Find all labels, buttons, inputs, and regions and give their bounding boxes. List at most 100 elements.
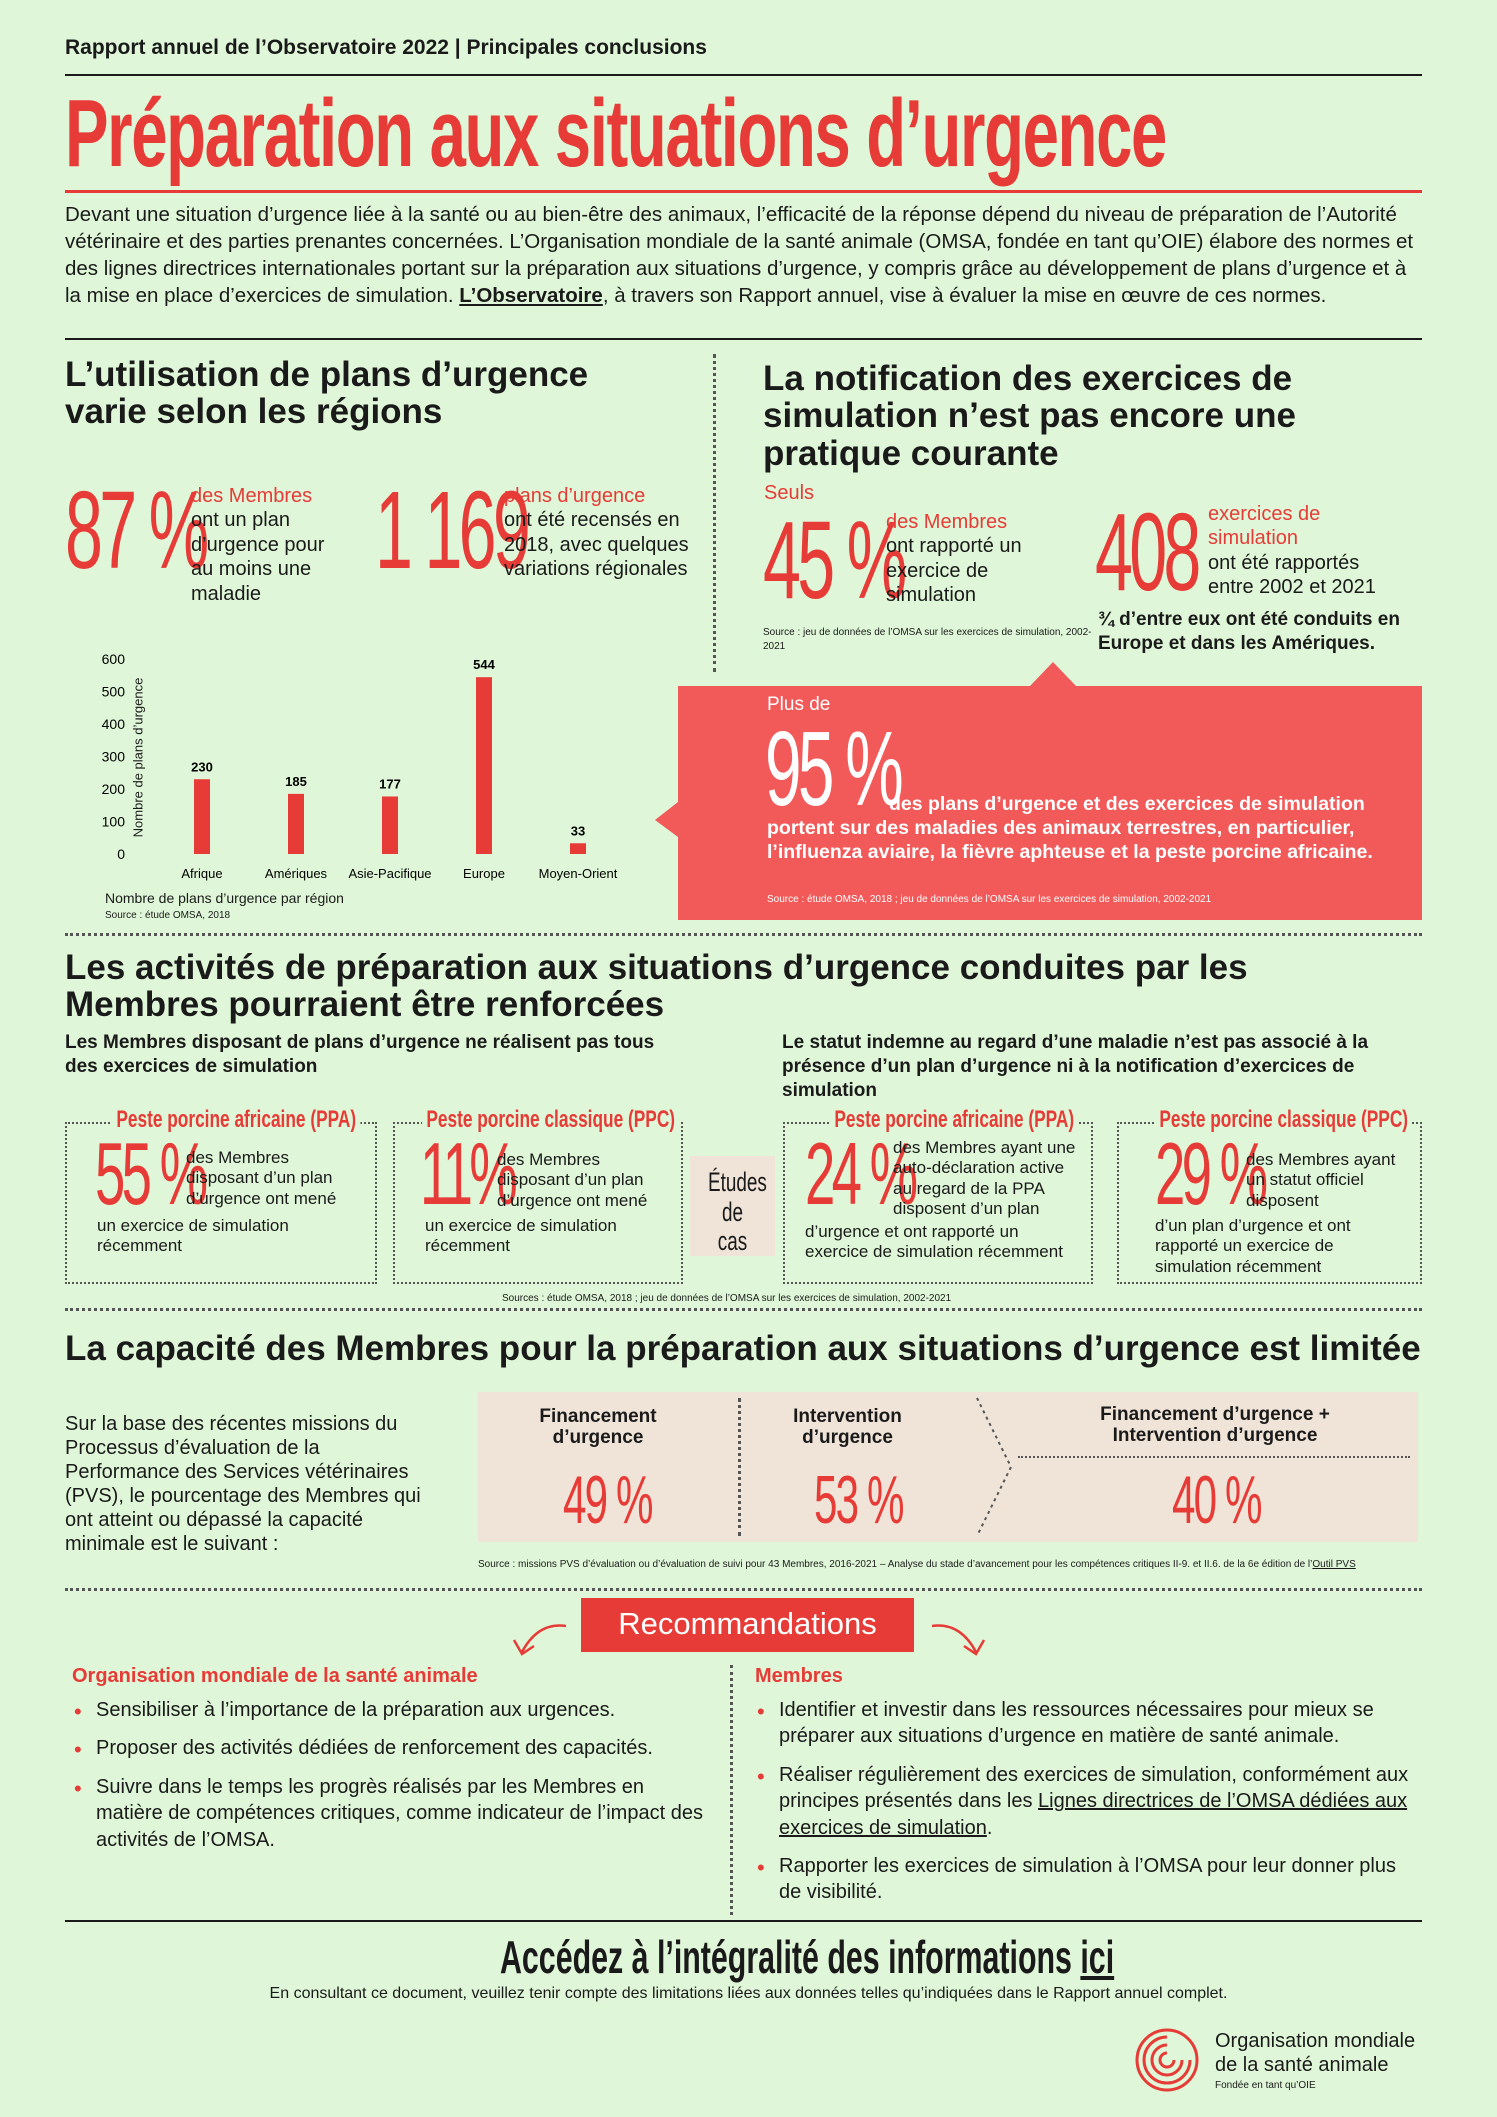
x-category-label: Europe xyxy=(463,866,505,881)
bar xyxy=(476,677,492,854)
bar-data-label: 230 xyxy=(191,759,213,774)
case-value-4: 29 % xyxy=(1155,1124,1268,1223)
rec-divider xyxy=(730,1665,733,1915)
stat-45-value: 45 % xyxy=(763,499,907,622)
rec-left-list: Sensibiliser à l’importance de la prépar… xyxy=(72,1697,712,1865)
case-text-a-1: des Membres disposant d’un plan d’urgenc… xyxy=(186,1148,337,1208)
stat-408-red: exercices de simulation xyxy=(1208,503,1321,550)
stat-408-note: ¾ d’entre eux ont été conduits en Europe… xyxy=(1098,609,1400,655)
section3-right-subtitle: Le statut indemne au regard d’une maladi… xyxy=(782,1032,1369,1101)
case-text-a-4: des Membres ayant un statut officiel dis… xyxy=(1246,1150,1396,1210)
section3-left-subtitle: Les Membres disposant de plans d’urgence… xyxy=(65,1032,655,1077)
panel-divider xyxy=(738,1398,741,1536)
chart-source: Source : étude OMSA, 2018 xyxy=(105,910,231,921)
section4-source: Source : missions PVS d’évaluation ou d’… xyxy=(478,1559,1356,1570)
x-category-label: Moyen-Orient xyxy=(539,866,618,881)
outil-pvs-link[interactable]: Outil PVS xyxy=(1312,1559,1356,1570)
arrow-left-icon xyxy=(512,1624,567,1656)
bar xyxy=(288,793,304,854)
case-value-2: 11% xyxy=(420,1124,518,1223)
capacity-label-2: Intervention d’urgence xyxy=(793,1406,902,1449)
case-study-label: Études de cas xyxy=(708,1167,767,1257)
stat-87-value: 87 % xyxy=(65,469,209,592)
observatoire-link[interactable]: L’Observatoire xyxy=(459,283,603,307)
case-text-a-2: des Membres disposant d’un plan d’urgenc… xyxy=(497,1150,648,1210)
regional-bar-chart: 0 100 200 300 400 500 600 230 Afrique 185 Amérique… xyxy=(102,651,618,881)
logo-text-2: de la santé animale xyxy=(1215,2054,1389,2076)
intro-text-end: , à travers son Rapport annuel, vise à é… xyxy=(602,283,1327,307)
omsa-logo-icon xyxy=(1135,2028,1199,2092)
rec-right-list: Identifier et investir dans les ressourc… xyxy=(755,1697,1420,1918)
case-title-4: Peste porcine classique (PPC) xyxy=(1155,1106,1413,1134)
bar-data-label: 185 xyxy=(285,774,307,789)
rec-right-text: Réaliser régulièrement des exercices de … xyxy=(779,1763,1409,1813)
stat-87-red: des Membres xyxy=(191,485,313,507)
case-study-label-box xyxy=(690,1156,775,1256)
arrow-right-icon xyxy=(931,1624,986,1656)
rec-right-text-end: . xyxy=(986,1816,993,1839)
chart-caption: Nombre de plans d’urgence par région xyxy=(105,890,344,906)
intro-text: Devant une situation d’urgence liée à la… xyxy=(65,203,1414,307)
section3-source: Sources : étude OMSA, 2018 ; jeu de donn… xyxy=(502,1293,952,1304)
capacity-panel xyxy=(478,1392,1418,1542)
callout-pre: Plus de xyxy=(767,694,831,715)
stat-408-label: exercices de simulation ont été rapportés… xyxy=(1208,502,1408,600)
capacity-label-3: Financement d’urgence + Intervention d’u… xyxy=(1100,1404,1330,1447)
column-divider xyxy=(713,354,716,672)
page-title: Préparation aux situations d’urgence xyxy=(65,80,1167,187)
case-text-a-3: des Membres ayant une auto-déclaration a… xyxy=(893,1138,1076,1219)
section4-source-text: Source : missions PVS d’évaluation ou d’… xyxy=(478,1559,1313,1570)
footer-cta-text: Accédez à l’intégralité des informations xyxy=(500,1931,1081,1983)
divider xyxy=(65,74,1422,76)
bar-data-label: 177 xyxy=(379,776,401,791)
stat-1169-red: plans d’urgence xyxy=(504,485,646,507)
section3-title: Les activités de préparation aux situati… xyxy=(65,948,1248,1025)
capacity-value-2: 53 % xyxy=(814,1462,905,1538)
callout-source: Source : étude OMSA, 2018 ; jeu de donné… xyxy=(767,894,1212,905)
panel-divider xyxy=(1018,1456,1410,1458)
section-divider xyxy=(65,933,1422,936)
section-divider xyxy=(65,1588,1422,1591)
x-category-label: Asie-Pacifique xyxy=(348,866,431,881)
divider xyxy=(65,1920,1422,1922)
footer-note: En consultant ce document, veuillez teni… xyxy=(269,1985,1228,2002)
section-divider xyxy=(65,1308,1422,1311)
case-value-3: 24 % xyxy=(805,1124,918,1223)
case-text-b-2: un exercice de simulation récemment xyxy=(425,1216,617,1256)
logo-text-1: Organisation mondiale xyxy=(1215,2030,1416,2052)
stat-408-text: ont été rapportés entre 2002 et 2021 xyxy=(1208,551,1376,599)
callout-text: des plans d’urgence et des exercices de … xyxy=(767,793,1373,863)
y-tick-label: 300 xyxy=(102,749,126,765)
capacity-value-3: 40 % xyxy=(1172,1462,1263,1538)
title-underline xyxy=(65,190,1422,193)
bar-data-label: 544 xyxy=(473,657,495,672)
y-tick-label: 500 xyxy=(102,684,126,700)
guidelines-link[interactable]: Lignes directrices de l’OMSA dédiées aux… xyxy=(779,1790,1408,1839)
x-category-label: Amériques xyxy=(265,866,328,881)
section2-title: La notification des exercices de simulat… xyxy=(763,359,1296,473)
stat-45-red: des Membres xyxy=(886,511,1008,533)
stat-1169-value: 1 169 xyxy=(375,469,531,592)
bar xyxy=(382,796,398,854)
case-title-1: Peste porcine africaine (PPA) xyxy=(112,1106,361,1134)
rec-right-item: Rapporter les exercices de simulation à … xyxy=(755,1853,1420,1906)
rec-left-title: Organisation mondiale de la santé animal… xyxy=(72,1665,478,1687)
full-report-link[interactable]: ici xyxy=(1080,1931,1115,1983)
stat-45-source: Source : jeu de données de l’OMSA sur le… xyxy=(763,627,1092,652)
stat-87-label: des Membres ont un plan d’urgence pour au… xyxy=(191,484,351,606)
case-text-b-1: un exercice de simulation récemment xyxy=(97,1216,289,1256)
case-value-1: 55 % xyxy=(95,1124,208,1223)
recommendations-title: Recommandations xyxy=(618,1606,877,1641)
capacity-label-1: Financement d’urgence xyxy=(539,1406,657,1449)
section4-text: Sur la base des récentes missions du Pro… xyxy=(65,1413,421,1555)
rec-right-item: Identifier et investir dans les ressourc… xyxy=(755,1697,1420,1750)
stat-1169-text: ont été recensés en 2018, avec quelques … xyxy=(504,509,689,581)
logo-text-3: Fondée en tant qu’OIE xyxy=(1215,2080,1316,2091)
footer-cta: Accédez à l’intégralité des informations… xyxy=(500,1930,1114,1984)
y-tick-label: 400 xyxy=(102,716,126,732)
rec-right-title: Membres xyxy=(755,1665,843,1687)
y-tick-label: 600 xyxy=(102,651,126,667)
case-text-b-4: d’un plan d’urgence et ont rapporté un e… xyxy=(1155,1216,1351,1276)
rec-left-item: Sensibiliser à l’importance de la prépar… xyxy=(72,1697,712,1726)
rec-right-item: Réaliser régulièrement des exercices de … xyxy=(755,1762,1420,1841)
